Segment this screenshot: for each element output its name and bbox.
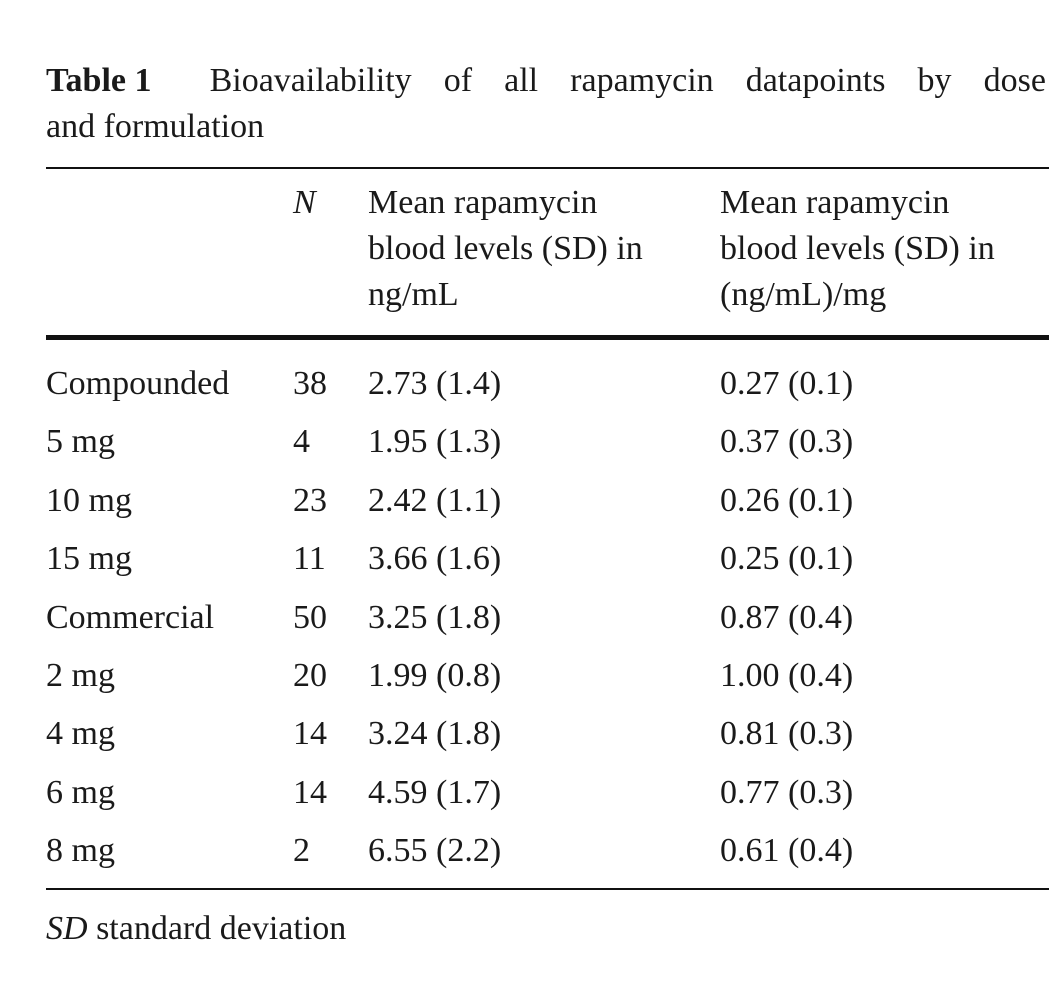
row-mean: 6.55 (2.2) xyxy=(368,832,502,870)
table-row: 5 mg 4 1.95 (1.3) 0.37 (0.3) xyxy=(0,413,1049,471)
row-label: 6 mg xyxy=(46,773,115,811)
footnote-text: standard deviation xyxy=(87,910,347,947)
row-n: 11 xyxy=(293,540,326,578)
caption-word: all xyxy=(504,62,539,99)
caption-word: Bioavailability xyxy=(209,62,412,99)
header-line: ng/mL xyxy=(368,276,459,313)
caption-word: of xyxy=(443,62,473,99)
row-mean: 1.95 (1.3) xyxy=(368,423,502,461)
row-label: 8 mg xyxy=(46,832,115,870)
table-body: Compounded 38 2.73 (1.4) 0.27 (0.1) 5 mg… xyxy=(0,355,1049,881)
table-row: 2 mg 20 1.99 (0.8) 1.00 (0.4) xyxy=(0,647,1049,705)
row-n: 14 xyxy=(293,715,327,753)
row-n: 23 xyxy=(293,481,327,519)
row-label: Compounded xyxy=(46,365,230,402)
table-row: 15 mg 11 3.66 (1.6) 0.25 (0.1) xyxy=(0,530,1049,588)
row-mean: 3.66 (1.6) xyxy=(368,540,502,578)
caption-line-2: and formulation xyxy=(46,108,265,145)
row-normalized: 0.25 (0.1) xyxy=(720,540,854,578)
row-mean: 3.24 (1.8) xyxy=(368,715,502,753)
row-normalized: 0.61 (0.4) xyxy=(720,832,854,870)
row-n: 4 xyxy=(293,423,310,461)
header-line: blood levels (SD) in xyxy=(368,230,643,267)
table-row: Commercial 50 3.25 (1.8) 0.87 (0.4) xyxy=(0,589,1049,647)
row-mean: 1.99 (0.8) xyxy=(368,656,502,694)
row-normalized: 0.77 (0.3) xyxy=(720,773,854,811)
row-n: 50 xyxy=(293,598,327,636)
row-label: 2 mg xyxy=(46,656,115,694)
header-line: blood levels (SD) in xyxy=(720,230,995,267)
caption-word: rapamycin xyxy=(570,62,714,99)
row-n: 38 xyxy=(293,365,327,402)
row-normalized: 0.27 (0.1) xyxy=(720,365,854,402)
table-row: 4 mg 14 3.24 (1.8) 0.81 (0.3) xyxy=(0,705,1049,763)
caption-word: by xyxy=(917,62,952,99)
row-mean: 4.59 (1.7) xyxy=(368,773,502,811)
header-line: (ng/mL)/mg xyxy=(720,276,887,313)
row-normalized: 0.26 (0.1) xyxy=(720,481,854,519)
row-n: 20 xyxy=(293,656,327,694)
header-line: Mean rapamycin xyxy=(368,184,598,221)
row-mean: 2.73 (1.4) xyxy=(368,365,502,402)
table-row: 10 mg 23 2.42 (1.1) 0.26 (0.1) xyxy=(0,472,1049,530)
header-normalized-blood-levels: Mean rapamycin blood levels (SD) in (ng/… xyxy=(720,180,995,318)
row-normalized: 1.00 (0.4) xyxy=(720,656,854,694)
row-mean: 2.42 (1.1) xyxy=(368,481,502,519)
row-n: 14 xyxy=(293,773,327,811)
footnote-abbreviation: SD xyxy=(46,910,88,947)
row-n: 2 xyxy=(293,832,310,870)
row-label: 5 mg xyxy=(46,423,115,461)
table-footnote: SD standard deviation xyxy=(46,906,346,952)
header-line: Mean rapamycin xyxy=(720,184,950,221)
caption-word: datapoints xyxy=(745,62,886,99)
table-row: 6 mg 14 4.59 (1.7) 0.77 (0.3) xyxy=(0,764,1049,822)
row-normalized: 0.87 (0.4) xyxy=(720,598,854,636)
table-header-rule xyxy=(46,335,1049,340)
row-label: 4 mg xyxy=(46,715,115,753)
row-mean: 3.25 (1.8) xyxy=(368,598,502,636)
header-mean-blood-levels: Mean rapamycin blood levels (SD) in ng/m… xyxy=(368,180,643,318)
table-row: Compounded 38 2.73 (1.4) 0.27 (0.1) xyxy=(0,355,1049,413)
table-top-rule xyxy=(46,167,1049,169)
row-label: Commercial xyxy=(46,598,215,636)
caption-line-1: Table 1 Bioavailability of all rapamycin… xyxy=(46,58,1046,104)
row-label: 10 mg xyxy=(46,481,132,519)
row-normalized: 0.81 (0.3) xyxy=(720,715,854,753)
table-bottom-rule xyxy=(46,888,1049,890)
caption-word: dose xyxy=(983,62,1046,99)
table-row: 8 mg 2 6.55 (2.2) 0.61 (0.4) xyxy=(0,822,1049,880)
row-label: 15 mg xyxy=(46,540,132,578)
table-caption: Table 1 Bioavailability of all rapamycin… xyxy=(46,58,1046,150)
caption-label: Table 1 xyxy=(46,62,152,99)
row-normalized: 0.37 (0.3) xyxy=(720,423,854,461)
header-n: N xyxy=(293,184,316,221)
